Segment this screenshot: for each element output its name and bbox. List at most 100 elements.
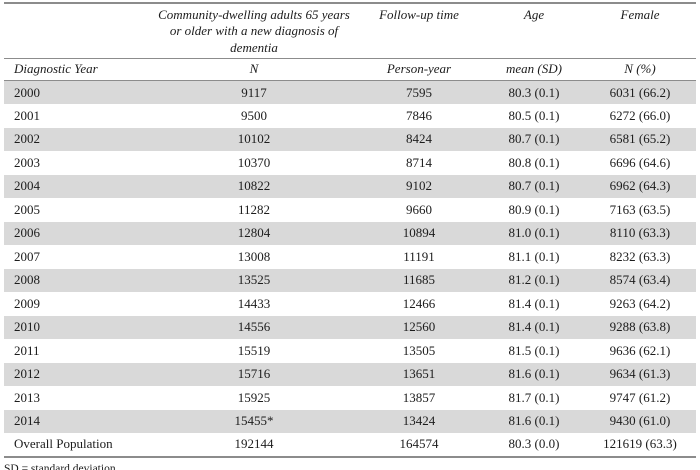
table-cell: 80.5 (0.1) [508, 107, 560, 123]
table-cell: 81.4 (0.1) [484, 315, 584, 339]
table-cell: 13651 [354, 362, 484, 386]
table-cell: 80.3 (0.1) [484, 80, 584, 104]
table-cell: 164574 [399, 436, 439, 452]
table-cell: 13424 [354, 409, 484, 433]
table-body: 2000 9117 7595 80.3 (0.1) 6031 (66.2) 2001 950… [4, 80, 696, 457]
table-cell: 6581 (65.2) [584, 127, 696, 151]
table-cell: 6272 (66.0) [609, 107, 671, 123]
table-row: 2008 13525 11685 81.2 (0.1) 8574 (63.4) [4, 268, 696, 292]
table-cell: 8714 [406, 154, 432, 170]
table-row: 2013 15925 13857 81.7 (0.1) 9747 (61.2) [4, 386, 696, 410]
table-cell: 81.0 (0.1) [484, 221, 584, 245]
table-cell: 6962 (64.3) [584, 174, 696, 198]
table-cell: 8574 (63.4) [584, 268, 696, 292]
table-row: 2000 9117 7595 80.3 (0.1) 6031 (66.2) [4, 80, 696, 104]
table-cell: 81.4 (0.1) [508, 295, 560, 311]
sub-header-diagnostic-year: Diagnostic Year [14, 60, 98, 76]
table-cell: 13008 [237, 248, 271, 264]
table-row: 2002 10102 8424 80.7 (0.1) 6581 (65.2) [4, 127, 696, 151]
table-cell: 80.3 (0.0) [508, 436, 560, 452]
table-cell: 6696 (64.6) [609, 154, 671, 170]
table-cell: 81.2 (0.1) [484, 268, 584, 292]
table-cell: 12804 [154, 221, 354, 245]
sub-header-n-percent: N (%) [624, 60, 656, 76]
row-label: 2003 [14, 154, 40, 170]
table-cell: 121619 (63.3) [603, 436, 677, 452]
table-row: 2006 12804 10894 81.0 (0.1) 8110 (63.3) [4, 221, 696, 245]
table-cell: 9288 (63.8) [584, 315, 696, 339]
table-cell: 80.9 (0.1) [508, 201, 560, 217]
table-cell: 11282 [237, 201, 271, 217]
row-label: 2004 [4, 174, 154, 198]
table-cell: 81.7 (0.1) [508, 389, 560, 405]
table-cell: 9500 [241, 107, 267, 123]
table-cell: 12466 [402, 295, 436, 311]
group-header-dementia-cohort: Community-dwelling adults 65 years or ol… [158, 7, 350, 55]
table-cell: 7595 [354, 80, 484, 104]
table-cell: 10370 [237, 154, 271, 170]
table-cell: 80.8 (0.1) [508, 154, 560, 170]
table-row: 2011 15519 13505 81.5 (0.1) 9636 (62.1) [4, 339, 696, 363]
table-cell: 13505 [402, 342, 436, 358]
table-cell: 81.1 (0.1) [508, 248, 560, 264]
table-cell: 192144 [234, 436, 274, 452]
table-cell: 7846 [406, 107, 432, 123]
row-label: 2012 [4, 362, 154, 386]
table-cell: 7163 (63.5) [609, 201, 671, 217]
table-row: 2004 10822 9102 80.7 (0.1) 6962 (64.3) [4, 174, 696, 198]
table-cell: 11685 [354, 268, 484, 292]
table-cell: 81.6 (0.1) [484, 409, 584, 433]
table-row: 2005 11282 9660 80.9 (0.1) 7163 (63.5) [4, 198, 696, 222]
table-cell: 10894 [354, 221, 484, 245]
table-row: 2007 13008 11191 81.1 (0.1) 8232 (63.3) [4, 245, 696, 269]
table-cell: 9102 [354, 174, 484, 198]
table-cell: 9263 (64.2) [609, 295, 671, 311]
row-label: 2000 [4, 80, 154, 104]
sub-header-person-year: Person-year [386, 60, 452, 76]
table-cell: 9660 [406, 201, 432, 217]
row-label: 2010 [4, 315, 154, 339]
table-cell: 15716 [154, 362, 354, 386]
table-cell: 8424 [354, 127, 484, 151]
row-label: 2014 [4, 409, 154, 433]
table-cell: 81.6 (0.1) [484, 362, 584, 386]
table-row: 2003 10370 8714 80.8 (0.1) 6696 (64.6) [4, 151, 696, 175]
sub-header-row: Diagnostic Year N Person-year mean (SD) … [4, 58, 696, 81]
table-cell: 13857 [402, 389, 436, 405]
group-header-row: Community-dwelling adults 65 years or ol… [4, 3, 696, 59]
table-row: 2010 14556 12560 81.4 (0.1) 9288 (63.8) [4, 315, 696, 339]
table-cell: 13525 [154, 268, 354, 292]
table-row: 2001 9500 7846 80.5 (0.1) 6272 (66.0) [4, 104, 696, 128]
table-cell: 14556 [154, 315, 354, 339]
row-label: 2007 [14, 248, 40, 264]
row-label: 2011 [14, 342, 40, 358]
table-cell: 9634 (61.3) [584, 362, 696, 386]
footnote-sd-definition: SD = standard deviation [4, 462, 116, 470]
table-cell: 11191 [403, 248, 435, 264]
row-label: 2008 [4, 268, 154, 292]
table-cell: 12560 [354, 315, 484, 339]
table-cell: 9747 (61.2) [609, 389, 671, 405]
table-header: Community-dwelling adults 65 years or ol… [4, 3, 696, 81]
table-cell: 15925 [237, 389, 271, 405]
sub-header-mean-sd: mean (SD) [506, 60, 562, 76]
table-row: Overall Population 192144 164574 80.3 (0.0)… [4, 433, 696, 457]
table-row: 2014 15455* 13424 81.6 (0.1) 9430 (61.0) [4, 409, 696, 433]
row-label: 2009 [14, 295, 40, 311]
table-cell: 9117 [154, 80, 354, 104]
group-header-empty [4, 3, 154, 58]
row-label: 2013 [14, 389, 40, 405]
table-cell: 8110 (63.3) [584, 221, 696, 245]
group-header-age: Age [523, 7, 545, 22]
table-cell: 10822 [154, 174, 354, 198]
table-cell: 9636 (62.1) [609, 342, 671, 358]
table-cell: 14433 [237, 295, 271, 311]
group-header-followup-time: Follow-up time [379, 7, 459, 22]
table-cell: 15519 [237, 342, 271, 358]
row-label: 2005 [14, 201, 40, 217]
table-row: 2009 14433 12466 81.4 (0.1) 9263 (64.2) [4, 292, 696, 316]
sub-header-n: N [249, 60, 259, 76]
dementia-cohort-table: Community-dwelling adults 65 years or ol… [4, 2, 696, 458]
row-label: 2006 [4, 221, 154, 245]
